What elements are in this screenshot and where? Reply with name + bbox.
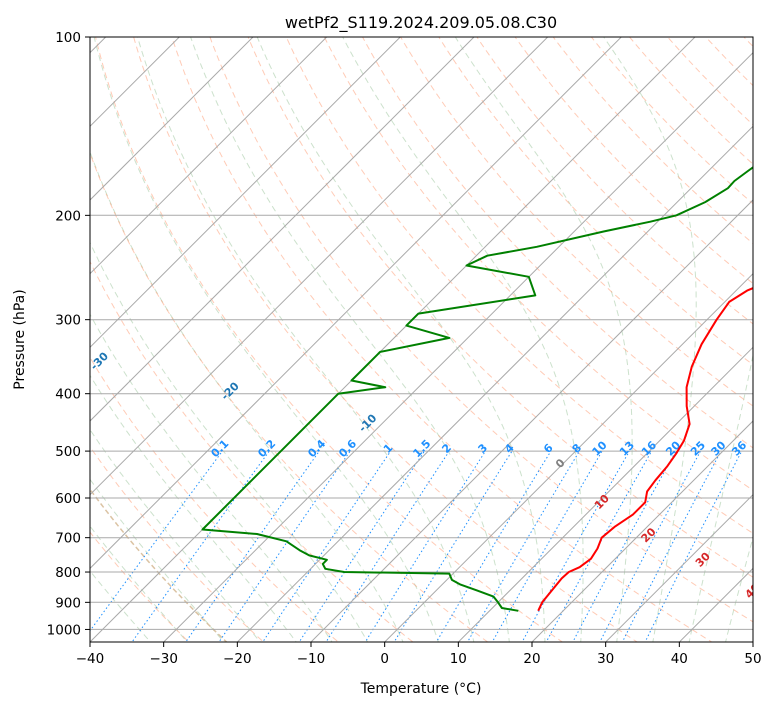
y-tick-label: 900: [55, 595, 81, 611]
y-tick-label: 800: [55, 565, 81, 581]
y-tick-label: 600: [55, 491, 81, 507]
chart-title: wetPf2_S119.2024.209.05.08.C30: [285, 13, 557, 33]
y-tick-label: 400: [55, 387, 81, 403]
x-tick-label: −30: [149, 651, 178, 667]
x-axis-label: Temperature (°C): [360, 681, 482, 697]
y-tick-label: 700: [55, 531, 81, 547]
y-tick-label: 200: [55, 208, 81, 224]
y-axis-label: Pressure (hPa): [12, 289, 28, 389]
x-tick-label: −20: [223, 651, 252, 667]
y-tick-label: 500: [55, 444, 81, 460]
x-tick-label: 50: [744, 651, 761, 667]
x-tick-label: 40: [671, 651, 688, 667]
y-tick-label: 100: [55, 30, 81, 46]
y-tick-label: 300: [55, 313, 81, 329]
x-tick-label: −10: [297, 651, 326, 667]
x-tick-label: 30: [597, 651, 614, 667]
x-tick-label: 0: [380, 651, 389, 667]
x-tick-label: 10: [450, 651, 467, 667]
x-tick-label: −40: [76, 651, 105, 667]
x-tick-label: 20: [523, 651, 540, 667]
y-tick-label: 1000: [47, 622, 81, 638]
